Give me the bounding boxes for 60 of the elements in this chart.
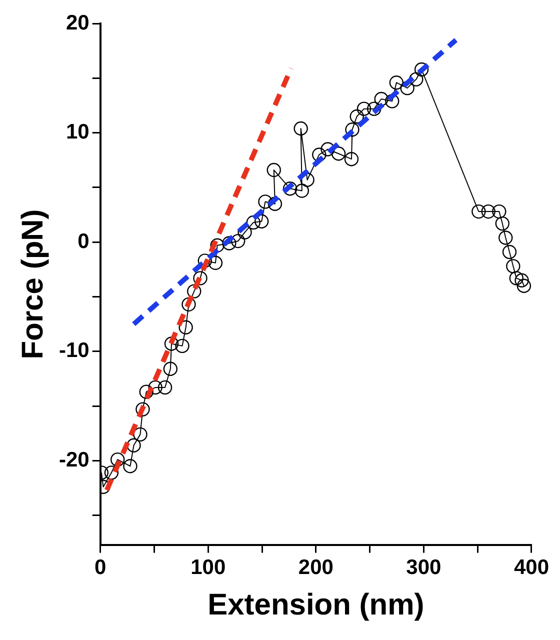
point [178, 320, 193, 334]
point [344, 152, 359, 166]
point [164, 336, 179, 351]
point [182, 297, 196, 312]
point [133, 427, 148, 442]
point [367, 102, 382, 116]
point [266, 162, 281, 178]
point [472, 204, 486, 219]
point [374, 92, 388, 106]
point [294, 121, 308, 136]
y-tick-label: -10 [58, 339, 90, 362]
point [385, 94, 400, 108]
point [136, 402, 150, 416]
point [350, 109, 364, 124]
point [498, 230, 513, 245]
point [516, 278, 532, 293]
point [356, 102, 372, 116]
point [163, 362, 178, 376]
point [282, 181, 298, 196]
point [481, 204, 496, 219]
point [312, 148, 326, 162]
point [389, 76, 404, 90]
point [104, 466, 119, 480]
point [175, 338, 190, 354]
x-tick-label: 200 [298, 556, 334, 580]
point [231, 234, 246, 248]
point [193, 271, 208, 286]
point [506, 259, 520, 274]
point [246, 215, 261, 230]
point [187, 284, 202, 298]
point [294, 184, 310, 198]
point [495, 216, 510, 231]
point [222, 236, 236, 250]
point [158, 380, 172, 395]
y-axis-title: Force (pN) [16, 209, 50, 360]
point [492, 204, 506, 219]
point [409, 72, 424, 86]
x-axis-title: Extension (nm) [208, 588, 424, 622]
point [414, 62, 429, 77]
y-tick-label: -20 [58, 448, 90, 472]
point [514, 273, 529, 288]
point [148, 380, 162, 395]
point [268, 196, 282, 211]
point [208, 256, 223, 270]
point [139, 384, 154, 399]
x-tick-label: 300 [406, 556, 442, 580]
x-tick-label: 400 [514, 556, 550, 580]
point [400, 80, 414, 96]
point [123, 459, 138, 474]
point [509, 271, 524, 286]
point [502, 244, 517, 260]
y-tick-label: 10 [66, 120, 90, 144]
point [110, 452, 125, 467]
y-tick-label: 20 [66, 11, 90, 34]
x-tick-label: 0 [94, 556, 106, 580]
x-tick-label: 100 [190, 556, 226, 580]
point [126, 438, 141, 452]
y-tick-label: 0 [78, 230, 90, 253]
point [320, 142, 335, 156]
point [345, 122, 360, 137]
